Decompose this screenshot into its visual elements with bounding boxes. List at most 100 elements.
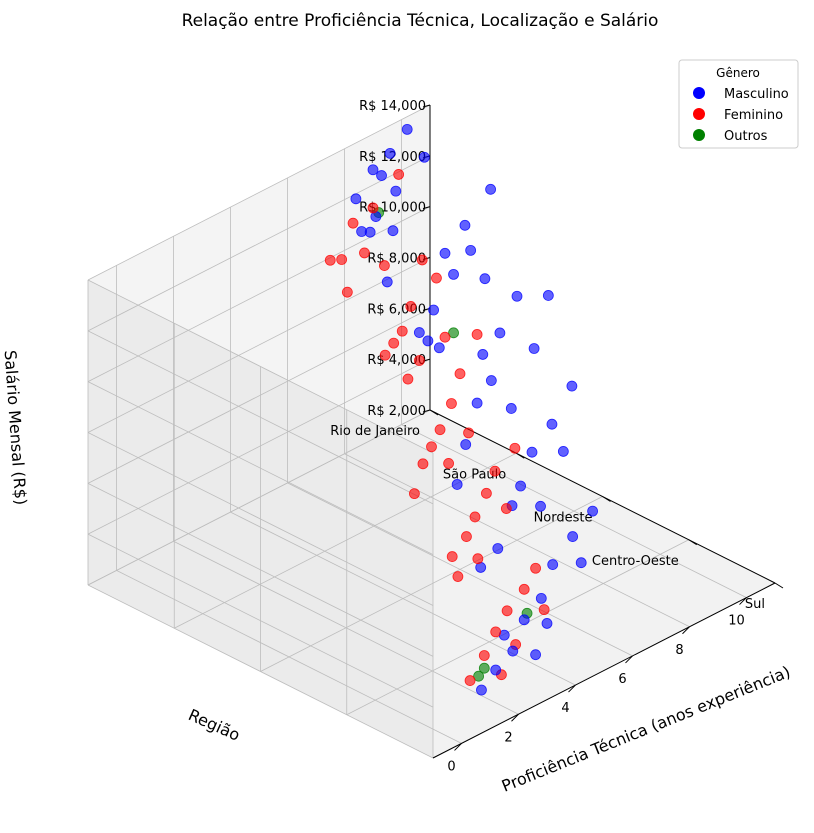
data-point [324, 254, 336, 266]
data-point [439, 331, 451, 343]
grid-line-z [87, 330, 434, 505]
data-point [501, 605, 513, 617]
x-tick-label: 8 [675, 643, 683, 658]
data-point [485, 183, 497, 195]
x-tick-mark [511, 713, 519, 722]
data-point [479, 273, 491, 285]
x-tick-mark [682, 626, 690, 635]
data-point [454, 368, 466, 380]
data-point [446, 551, 458, 562]
data-point [405, 301, 417, 312]
z-tick-label: R$ 2,000 [367, 404, 426, 419]
data-point [336, 254, 348, 265]
data-point [509, 442, 521, 454]
data-point [463, 427, 474, 439]
x-tick-mark [568, 684, 576, 693]
grid-line-z [87, 584, 434, 759]
grid-line-z [87, 104, 431, 281]
data-point [485, 375, 497, 386]
data-point [461, 531, 472, 542]
data-point [448, 327, 459, 339]
data-point [428, 304, 440, 316]
data-point [505, 403, 517, 414]
axis-panes [88, 105, 775, 758]
data-point [476, 684, 487, 696]
data-point [478, 662, 490, 674]
data-point [390, 185, 402, 197]
grid-line-z [87, 409, 431, 586]
data-point [473, 670, 485, 682]
data-point [417, 458, 429, 470]
data-point [566, 380, 578, 392]
data-point [518, 614, 530, 626]
data-point [557, 446, 569, 457]
y-tick-label: Centro-Oeste [592, 554, 679, 569]
data-point [478, 650, 490, 661]
data-point [471, 397, 483, 409]
grid-line-z [87, 155, 431, 332]
legend-label: Masculino [724, 87, 789, 102]
grid-line-z [87, 358, 431, 535]
data-point [413, 355, 425, 366]
data-point [396, 325, 408, 337]
data-point [413, 327, 425, 338]
data-point [401, 123, 413, 135]
data-point [511, 290, 523, 302]
data-point [451, 479, 463, 490]
data-point [507, 645, 519, 657]
data-point [567, 531, 579, 542]
y-axis-line [429, 409, 776, 584]
y-tick-label: Sul [745, 597, 765, 612]
data-point [538, 604, 550, 616]
data-point [433, 342, 445, 354]
data-point [547, 559, 559, 570]
data-point [500, 503, 512, 514]
data-point [515, 480, 526, 492]
z-tick-label: R$ 6,000 [367, 302, 426, 317]
data-point [434, 424, 446, 436]
data-point [477, 349, 489, 360]
x-tick-mark [739, 597, 747, 605]
data-point [359, 247, 370, 259]
data-point [367, 164, 379, 176]
data-point [490, 664, 502, 676]
legend-marker [693, 108, 705, 120]
legend-label: Feminino [724, 108, 783, 123]
data-point [384, 147, 396, 159]
data-point [426, 441, 437, 453]
data-point [530, 649, 541, 661]
data-points [324, 123, 598, 696]
data-point [408, 488, 420, 500]
y-tick-label: Nordeste [534, 511, 593, 526]
grid-line-y [346, 539, 689, 716]
legend-label: Outros [724, 129, 768, 144]
y-axis-label: Região [186, 705, 243, 744]
grid-line-z [87, 279, 434, 454]
data-point [387, 225, 399, 237]
legend-title: Gênero [716, 66, 760, 80]
data-point [526, 446, 538, 458]
data-point [472, 553, 484, 565]
data-point [356, 226, 368, 237]
data-point [530, 562, 541, 574]
data-point [341, 286, 353, 298]
legend-marker [693, 129, 705, 141]
data-point [542, 290, 554, 301]
data-point [480, 487, 492, 499]
data-point [418, 151, 430, 163]
grid-line-z [87, 432, 434, 606]
data-point [443, 458, 455, 469]
x-tick-label: 0 [447, 759, 455, 774]
z-tick-mark [422, 104, 431, 108]
grid-line-z [87, 257, 431, 433]
data-point [471, 329, 483, 340]
legend-marker [693, 87, 705, 99]
data-point [489, 465, 501, 477]
grid-line-z [87, 482, 434, 657]
data-point [367, 202, 379, 214]
grid-line-z [87, 533, 434, 708]
data-point [431, 272, 442, 284]
data-point [378, 260, 390, 271]
